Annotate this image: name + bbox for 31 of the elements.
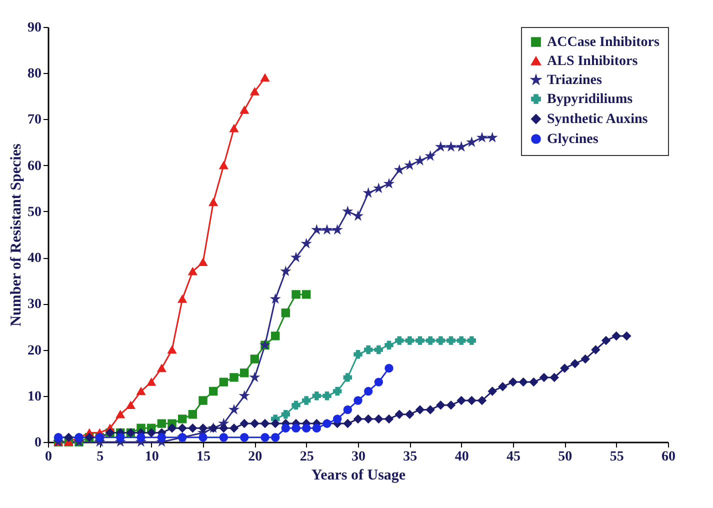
x-tick-label: 40 — [454, 450, 469, 464]
y-tick-label: 60 — [28, 158, 42, 174]
y-tick-label: 10 — [28, 389, 42, 404]
x-tick-label: 35 — [403, 450, 418, 464]
x-tick-label: 60 — [662, 450, 676, 464]
x-tick-label: 55 — [610, 450, 624, 464]
legend-label: Triazines — [547, 73, 603, 88]
x-tick-label: 0 — [45, 450, 52, 464]
x-tick-label: 5 — [96, 450, 104, 464]
x-tick-label: 25 — [300, 450, 314, 464]
y-tick-label: 90 — [28, 20, 42, 36]
legend-label: ALS Inhibitors — [547, 54, 638, 69]
x-axis-title: Years of Usage — [311, 468, 406, 484]
y-tick-label: 80 — [28, 66, 42, 82]
legend-label: ACCase Inhibitors — [547, 35, 660, 50]
x-tick-label: 10 — [144, 450, 159, 464]
y-tick-label: 20 — [28, 343, 42, 358]
y-axis-title: Number of Resistant Species — [8, 144, 24, 326]
x-tick-label: 45 — [506, 450, 520, 464]
y-tick-label: 50 — [28, 204, 42, 220]
y-tick-label: 70 — [28, 112, 42, 128]
x-tick-label: 50 — [558, 450, 572, 464]
x-tick-label: 15 — [196, 450, 210, 464]
y-tick-label: 30 — [28, 297, 42, 312]
x-tick-label: 30 — [352, 450, 366, 464]
legend-label: Glycines — [547, 132, 599, 147]
legend-label: Synthetic Auxins — [547, 112, 648, 127]
x-tick-label: 20 — [248, 450, 262, 464]
y-tick-label: 40 — [28, 251, 42, 266]
y-tick-label: 0 — [34, 436, 42, 450]
legend-label: Bypyridiliums — [547, 92, 634, 107]
